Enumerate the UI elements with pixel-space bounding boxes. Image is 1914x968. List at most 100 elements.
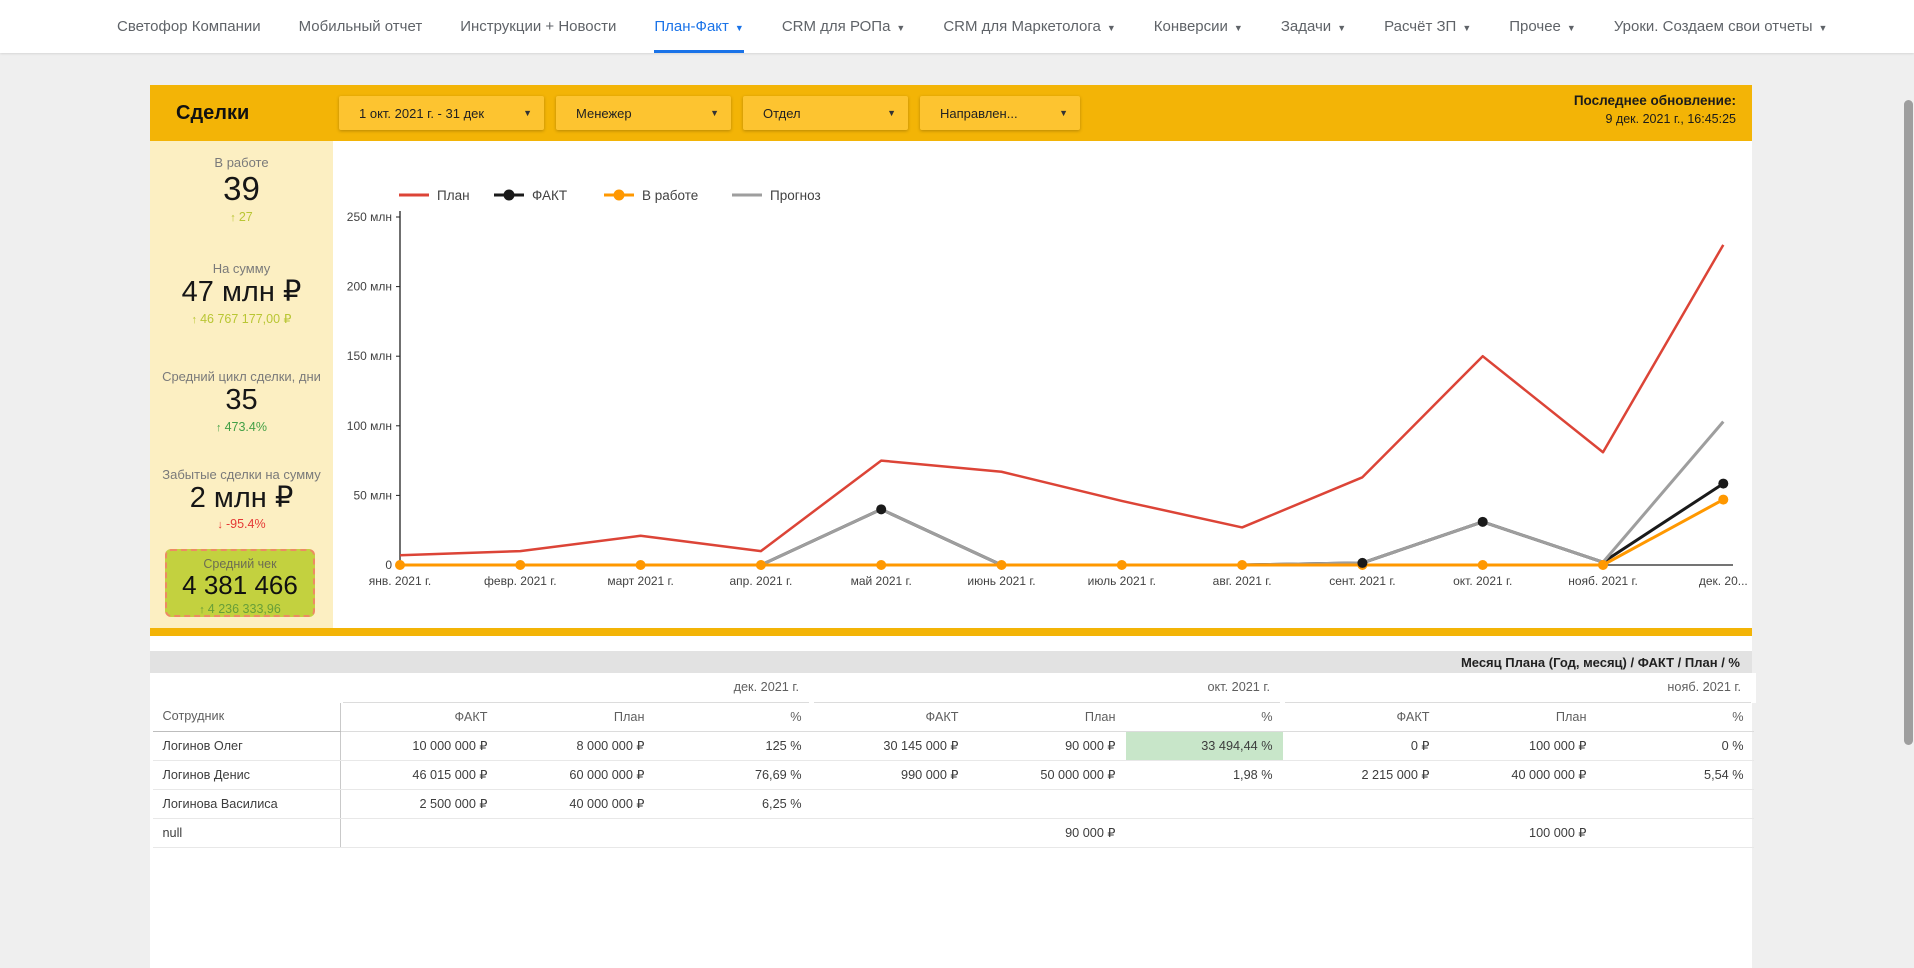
- page-title: Сделки: [176, 101, 250, 124]
- direction-filter[interactable]: Направлен... ▼: [920, 96, 1080, 130]
- plan-fact-table: дек. 2021 г. окт. 2021 г. нояб. 2021 г. Сот…: [150, 673, 1757, 848]
- department-filter[interactable]: Отдел ▼: [743, 96, 908, 130]
- kpi-average-check: Средний чек 4 381 466 ↑ 4 236 333,96: [165, 549, 315, 617]
- nav-tab-2[interactable]: Инструкции + Новости: [460, 0, 616, 53]
- series-marker-2: [515, 560, 526, 570]
- table-row: Логинов Олег 10 000 000 ₽8 000 000 ₽125 %…: [152, 731, 1754, 761]
- column-header[interactable]: ФАКТ: [1282, 702, 1440, 732]
- series-line-1: [400, 482, 1725, 567]
- nav-tab-10[interactable]: Уроки. Создаем свои отчеты ▼: [1614, 0, 1828, 53]
- series-marker-2: [1116, 560, 1127, 570]
- nav-tab-8[interactable]: Расчёт ЗП ▼: [1384, 0, 1471, 53]
- series-marker-1: [1718, 478, 1729, 489]
- kpi-delta: ↑ 27: [230, 209, 253, 224]
- value-cell: 90 000 ₽: [968, 731, 1126, 761]
- kpi-forgotten-deals: Забытые сделки на сумму 2 млн ₽ ↓ -95.4%: [156, 467, 327, 531]
- column-header[interactable]: План: [968, 702, 1126, 732]
- nav-tab-3[interactable]: План-Факт ▼: [654, 0, 744, 53]
- nav-tab-9[interactable]: Прочее ▼: [1509, 0, 1576, 53]
- value-cell: 2 500 000 ₽: [340, 789, 498, 819]
- column-header[interactable]: %: [654, 702, 812, 732]
- last-update-label: Последнее обновление:: [1573, 93, 1736, 108]
- x-tick-label: июнь 2021 г.: [967, 574, 1035, 588]
- chevron-down-icon: ▼: [1059, 108, 1068, 118]
- kpi-label: На сумму: [212, 260, 271, 276]
- x-tick-label: авг. 2021 г.: [1213, 574, 1272, 588]
- value-cell: [497, 818, 655, 848]
- value-cell: 33 494,44 %: [1125, 731, 1283, 761]
- employee-name-cell: Логинов Олег: [152, 731, 341, 761]
- legend-label: Прогноз: [770, 188, 821, 203]
- value-cell: 100 000 ₽: [1439, 731, 1597, 761]
- x-tick-label: дек. 20...: [1699, 574, 1748, 588]
- kpi-label: Средний чек: [203, 557, 277, 571]
- employee-name-cell: Логинова Василиса: [152, 789, 341, 819]
- nav-tab-label: Светофор Компании: [117, 18, 261, 35]
- y-tick-label: 200 млн: [347, 280, 392, 294]
- value-cell: 40 000 000 ₽: [497, 789, 655, 819]
- manager-filter[interactable]: Менежер ▼: [556, 96, 731, 130]
- table-title-band: Месяц Плана (Год, месяц) / ФАКТ / План /…: [150, 651, 1752, 673]
- chevron-down-icon: ▼: [1462, 22, 1472, 33]
- x-tick-label: янв. 2021 г.: [369, 574, 431, 588]
- table-row: null 90 000 ₽ 100 000 ₽: [152, 818, 1754, 848]
- nav-tab-label: Расчёт ЗП: [1384, 18, 1457, 35]
- x-tick-label: нояб. 2021 г.: [1568, 574, 1638, 588]
- series-marker-2: [1598, 560, 1608, 570]
- value-cell: [654, 818, 812, 848]
- chevron-down-icon: ▼: [734, 22, 744, 33]
- series-marker-2: [635, 560, 646, 570]
- nav-tab-6[interactable]: Конверсии ▼: [1154, 0, 1243, 53]
- x-tick-label: июль 2021 г.: [1088, 574, 1156, 588]
- series-marker-2: [1237, 560, 1248, 570]
- value-cell: [968, 789, 1126, 819]
- column-header[interactable]: %: [1596, 702, 1754, 732]
- kpi-value: 35: [225, 384, 258, 417]
- series-line-0: [399, 244, 1725, 557]
- nav-tab-7[interactable]: Задачи ▼: [1281, 0, 1346, 53]
- nav-tab-label: CRM для РОПа: [781, 18, 891, 35]
- value-cell: [1596, 818, 1754, 848]
- column-header[interactable]: %: [1125, 702, 1283, 732]
- series-marker-2: [996, 560, 1007, 570]
- chevron-down-icon: ▼: [710, 108, 719, 118]
- value-cell: [811, 818, 969, 848]
- column-header[interactable]: ФАКТ: [811, 702, 969, 732]
- chevron-down-icon: ▼: [1106, 22, 1116, 33]
- last-update: Последнее обновление: 9 дек. 2021 г., 16…: [1574, 91, 1736, 128]
- value-cell: [1125, 818, 1283, 848]
- y-tick-label: 100 млн: [347, 419, 392, 433]
- x-tick-label: сент. 2021 г.: [1329, 574, 1395, 588]
- value-cell: 0 ₽: [1282, 731, 1440, 761]
- column-header[interactable]: План: [497, 702, 655, 732]
- column-header[interactable]: План: [1439, 702, 1597, 732]
- value-cell: 50 000 000 ₽: [968, 760, 1126, 790]
- column-header-dimension[interactable]: Сотрудник: [152, 702, 341, 732]
- nav-tab-label: Инструкции + Новости: [460, 18, 617, 35]
- top-navigation: Светофор Компании Мобильный отчет Инструкц…: [0, 0, 1914, 53]
- report-panel: Сделки 1 окт. 2021 г. - 31 дек ▼ Менежер…: [150, 85, 1757, 968]
- date-range-filter[interactable]: 1 окт. 2021 г. - 31 дек ▼: [339, 96, 544, 130]
- vertical-scrollbar[interactable]: [1904, 100, 1913, 745]
- value-cell: 76,69 %: [654, 760, 812, 790]
- nav-tab-5[interactable]: CRM для Маркетолога ▼: [943, 0, 1115, 53]
- nav-tab-1[interactable]: Мобильный отчет: [299, 0, 423, 53]
- series-marker-2: [755, 560, 766, 570]
- last-update-value: 9 дек. 2021 г., 16:45:25: [1605, 112, 1736, 126]
- value-cell: [340, 818, 498, 848]
- x-tick-label: апр. 2021 г.: [730, 574, 793, 588]
- legend-marker: [613, 189, 625, 201]
- column-header[interactable]: ФАКТ: [340, 702, 498, 732]
- value-cell: 2 215 000 ₽: [1282, 760, 1440, 790]
- arrow-up-icon: ↑: [191, 314, 201, 327]
- y-tick-label: 250 млн: [347, 210, 392, 224]
- kpi-delta: ↑ 46 767 177,00 ₽: [191, 312, 292, 327]
- chevron-down-icon: ▼: [1233, 22, 1243, 33]
- nav-tab-4[interactable]: CRM для РОПа ▼: [782, 0, 906, 53]
- nav-tab-label: Уроки. Создаем свои отчеты: [1613, 18, 1813, 35]
- value-cell: 125 %: [654, 731, 812, 761]
- kpi-label: Забытые сделки на сумму: [162, 466, 321, 482]
- series-marker-2: [1477, 560, 1488, 570]
- kpi-delta: ↑ 473.4%: [216, 419, 267, 434]
- nav-tab-0[interactable]: Светофор Компании: [117, 0, 261, 53]
